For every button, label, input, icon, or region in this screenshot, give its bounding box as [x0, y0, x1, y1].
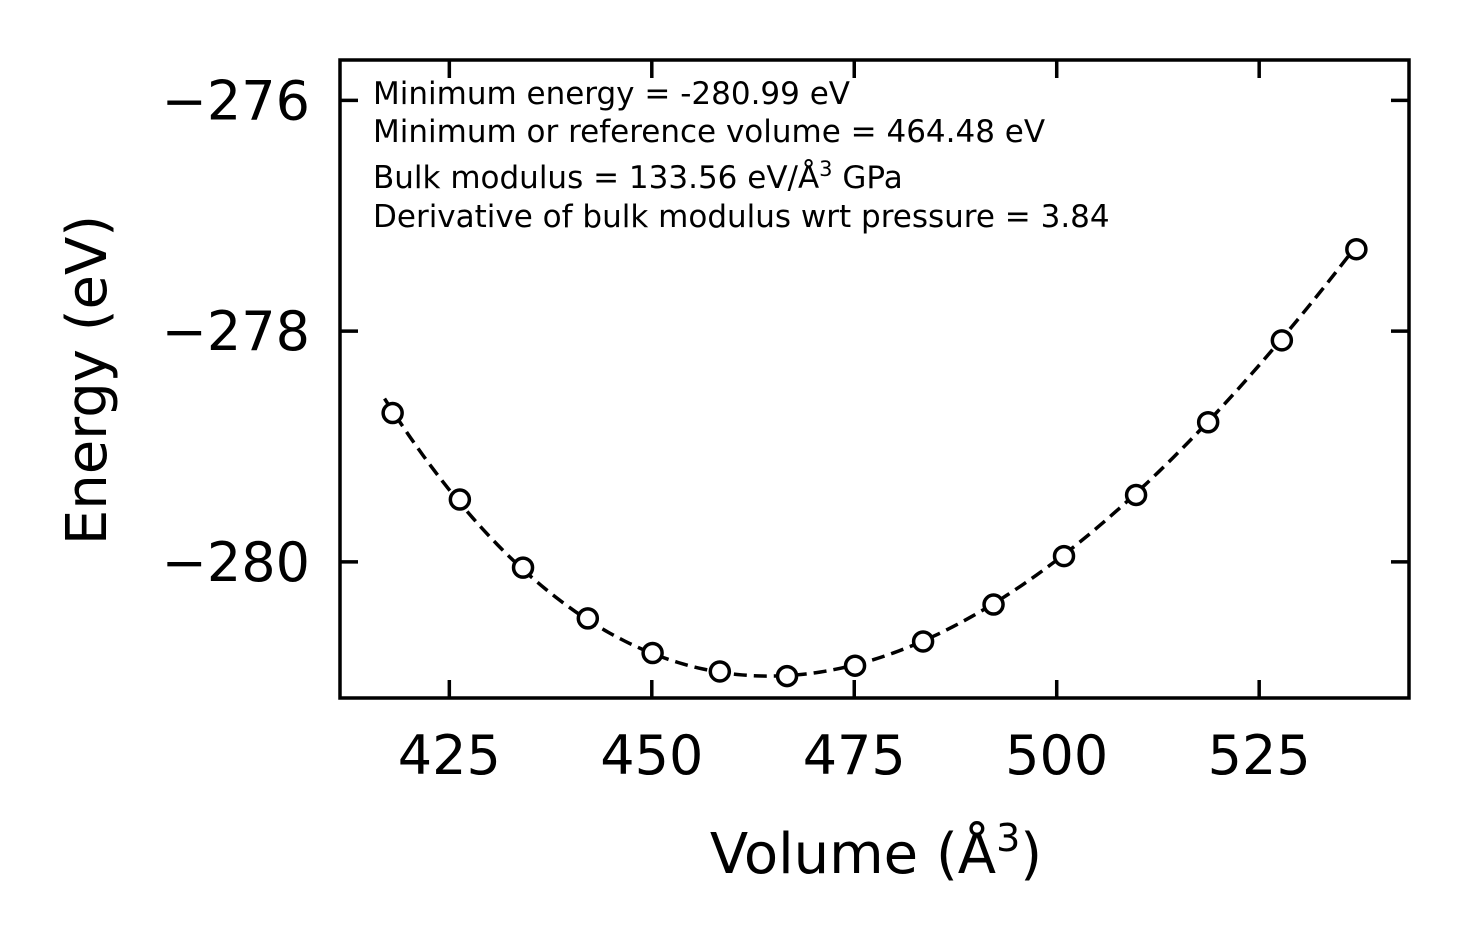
x-tick-label-525: 525: [1208, 724, 1311, 787]
annotation-block: Minimum energy = -280.99 eV Minimum or r…: [373, 76, 1110, 235]
y-axis-label: Energy (eV): [55, 215, 120, 545]
data-point-7: [843, 654, 867, 677]
annotation-min-volume: Minimum or reference volume = 464.48 eV: [373, 114, 1045, 150]
annotation-min-energy: Minimum energy = -280.99 eV: [373, 76, 850, 112]
x-tick-label-450: 450: [600, 724, 703, 787]
data-point-2: [511, 556, 535, 579]
data-point-13: [1270, 329, 1294, 352]
ticks-layer: 425 450 475 500 525 −276 −278 −280: [162, 60, 1409, 787]
data-point-1: [448, 488, 472, 511]
y-tick-label-1: −278: [162, 300, 310, 363]
annotation-bulk-modulus-suffix: GPa: [833, 160, 903, 196]
data-point-4: [641, 641, 664, 665]
x-axis-label: Volume (Å3): [710, 816, 1042, 887]
data-point-8: [911, 630, 935, 653]
data-point-11: [1124, 483, 1148, 507]
x-axis-label-sup: 3: [996, 816, 1020, 860]
data-point-3: [576, 607, 600, 630]
plot-frame: [338, 58, 1411, 700]
x-tick-label-425: 425: [398, 724, 501, 787]
data-point-14: [1345, 237, 1368, 261]
y-tick-label-0: −276: [162, 69, 310, 132]
x-axis-label-text: Volume (Å: [710, 821, 996, 887]
data-points-layer: [381, 237, 1368, 688]
data-point-12: [1196, 411, 1220, 434]
annotation-bulk-modulus: Bulk modulus = 133.56 eV/Å3 GPa: [373, 157, 903, 196]
x-tick-label-500: 500: [1005, 724, 1108, 787]
data-point-6: [775, 664, 799, 688]
annotation-bulk-modulus-sup: 3: [819, 157, 832, 181]
x-tick-label-475: 475: [803, 724, 906, 787]
annotation-bulk-modulus-text: Bulk modulus = 133.56 eV/Å: [373, 160, 819, 196]
x-axis-label-close: ): [1020, 822, 1042, 887]
data-point-9: [982, 593, 1005, 616]
data-point-10: [1052, 544, 1076, 568]
data-point-0: [381, 401, 404, 425]
y-tick-label-2: −280: [162, 531, 310, 594]
data-point-5: [708, 660, 732, 683]
annotation-bulk-derivative: Derivative of bulk modulus wrt pressure …: [373, 199, 1110, 235]
